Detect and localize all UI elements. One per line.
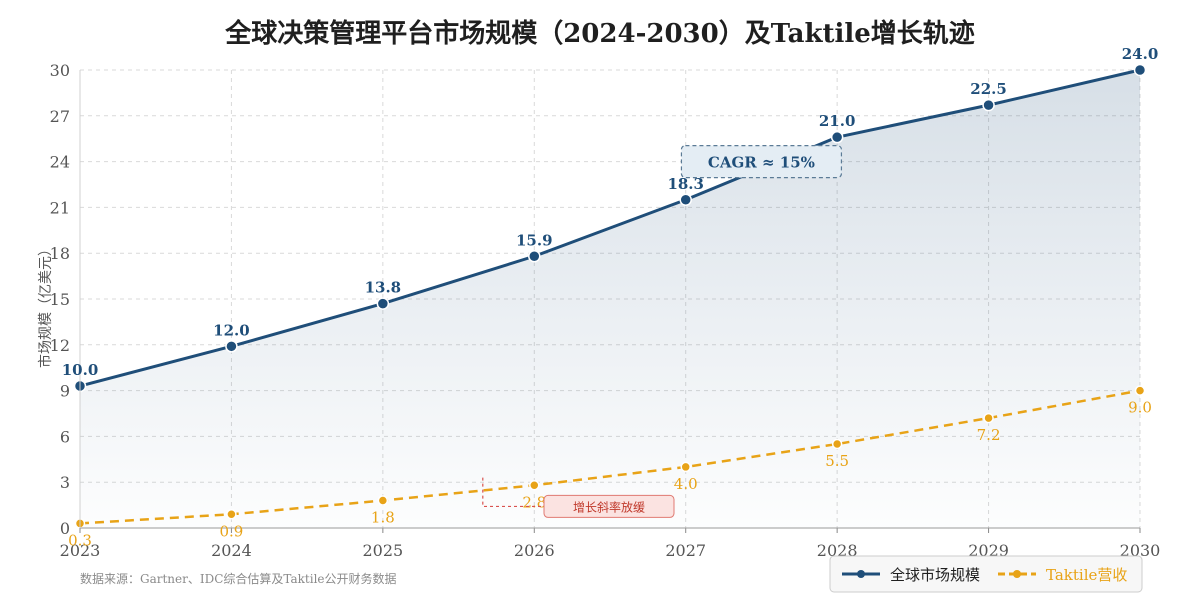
x-tick-label: 2026: [514, 541, 555, 560]
market-data-label: 10.0: [62, 361, 99, 379]
cagr-annotation-box: [680, 145, 843, 179]
revenue-data-label: 0.9: [219, 522, 243, 540]
slowdown-annotation-box: [543, 494, 675, 518]
market-data-label: 18.3: [667, 175, 704, 193]
revenue-line: [79, 389, 1141, 525]
legend-box: [829, 555, 1143, 593]
x-tick-label: 2027: [665, 541, 706, 560]
data-labels: 10.0 12.0 13.8 15.9 18.3 21.0 22.5 24.0 0.3 0.9 1.…: [62, 45, 1159, 549]
area-fill: [80, 70, 1140, 528]
revenue-data-label: 4.0: [674, 475, 698, 493]
y-tick-label: 24: [50, 153, 70, 172]
x-tick-label: 2028: [817, 541, 858, 560]
annotations: CAGR ≈ 15% 增长斜率放缓: [482, 145, 843, 518]
y-tick-label: 30: [50, 61, 70, 80]
y-tick-label: 18: [50, 244, 70, 263]
x-tick-label: 2025: [362, 541, 403, 560]
x-tick-label: 2030: [1120, 541, 1161, 560]
legend-market-label[interactable]: 全球市场规模: [890, 566, 980, 584]
y-tick-label: 21: [50, 198, 70, 217]
revenue-point[interactable]: [529, 480, 540, 491]
y-tick-label: 9: [60, 382, 70, 401]
market-point[interactable]: [1133, 63, 1147, 77]
y-tick-label: 27: [50, 107, 70, 126]
x-tick-label: 2029: [968, 541, 1009, 560]
revenue-data-label: 1.8: [371, 509, 395, 527]
chart-title: 全球决策管理平台市场规模（2024-2030）及Taktile增长轨迹: [224, 18, 975, 49]
cagr-annotation: CAGR ≈ 15%: [708, 154, 815, 172]
market-point[interactable]: [528, 250, 541, 263]
x-tick-label: 2024: [211, 541, 252, 560]
market-area: [80, 70, 1140, 528]
y-tick-label: 15: [50, 290, 70, 309]
revenue-data-label: 9.0: [1128, 399, 1152, 417]
market-point[interactable]: [830, 130, 844, 144]
market-point[interactable]: [982, 98, 995, 112]
legend: 全球市场规模 Taktile营收: [829, 555, 1143, 593]
market-point[interactable]: [376, 297, 390, 310]
y-tick-label: 12: [50, 336, 70, 355]
y-tick-label: 3: [60, 473, 70, 492]
y-axis-title: 市场规模（亿美元）: [37, 242, 54, 368]
market-data-label: 15.9: [516, 231, 553, 249]
legend-revenue-label[interactable]: Taktile营收: [1046, 566, 1127, 584]
x-tick-label: 2023: [60, 541, 101, 560]
legend-market-marker: [857, 570, 865, 578]
legend-revenue-marker: [1013, 570, 1021, 578]
revenue-point[interactable]: [1134, 385, 1146, 396]
revenue-point[interactable]: [831, 438, 843, 450]
revenue-data-label: 0.3: [68, 531, 92, 549]
axes: 0 3 6 9 12 15 18 21 24 27 30 2023 2024 2025 2026 2027 20…: [50, 61, 1161, 560]
market-data-label: 21.0: [819, 112, 856, 130]
y-tick-label: 6: [60, 427, 70, 446]
market-point[interactable]: [679, 193, 692, 207]
revenue-data-label: 5.5: [825, 452, 849, 470]
market-data-label: 12.0: [213, 321, 250, 339]
revenue-point[interactable]: [983, 412, 994, 424]
market-data-label: 22.5: [970, 80, 1007, 98]
slowdown-annotation: 增长斜率放缓: [573, 499, 645, 514]
revenue-data-label: 2.8: [522, 493, 546, 511]
market-point[interactable]: [225, 340, 238, 353]
revenue-point[interactable]: [226, 509, 237, 520]
revenue-point[interactable]: [377, 495, 389, 506]
source-note: 数据来源：Gartner、IDC综合估算及Taktile公开财务数据: [80, 571, 397, 586]
market-line: [79, 68, 1141, 388]
y-tick-label: 0: [60, 519, 70, 538]
market-data-label: 24.0: [1122, 45, 1159, 63]
revenue-point[interactable]: [680, 461, 691, 473]
revenue-data-label: 7.2: [977, 426, 1001, 444]
market-data-label: 13.8: [365, 279, 402, 297]
